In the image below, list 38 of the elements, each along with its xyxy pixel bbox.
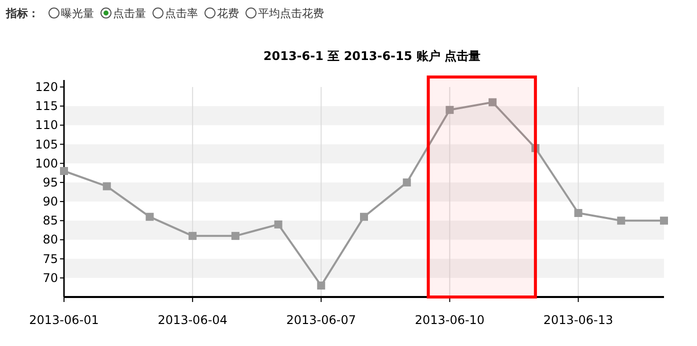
y-tick-label: 110 xyxy=(35,118,58,132)
x-tick-label: 2013-06-13 xyxy=(543,313,614,327)
point xyxy=(317,282,326,290)
chart-title: 2013-6-1 至 2013-6-15 账户 点击量 xyxy=(263,49,481,63)
point xyxy=(231,232,240,240)
point xyxy=(660,216,668,225)
y-tick-label: 90 xyxy=(42,194,58,209)
point xyxy=(402,178,411,186)
y-tick-label: 75 xyxy=(42,252,58,266)
point xyxy=(446,106,454,114)
point xyxy=(574,209,582,217)
point xyxy=(617,216,626,225)
x-tick-label: 2013-06-07 xyxy=(286,313,356,327)
text: 指标： xyxy=(5,7,39,20)
x-tick-label: 2013-06-10 xyxy=(414,313,485,327)
y-tick-label: 70 xyxy=(42,270,58,285)
point xyxy=(60,167,68,175)
point xyxy=(102,182,111,190)
text: 平均点击花费 xyxy=(258,7,324,20)
point xyxy=(274,220,282,228)
point xyxy=(188,232,197,240)
point xyxy=(531,144,540,152)
point xyxy=(360,212,368,221)
text: 曝光量 xyxy=(61,7,94,20)
x-tick-label: 2013-06-01 xyxy=(29,313,99,327)
y-tick-label: 105 xyxy=(35,137,58,152)
y-tick-label: 95 xyxy=(42,175,58,190)
point xyxy=(146,212,154,221)
y-tick-label: 120 xyxy=(35,80,58,94)
text: 花费 xyxy=(217,7,239,20)
y-tick-label: 80 xyxy=(42,232,58,247)
text: 点击率 xyxy=(165,7,198,20)
y-tick-label: 100 xyxy=(35,156,58,170)
text: 点击量 xyxy=(113,7,146,20)
y-tick-label: 115 xyxy=(35,99,58,114)
y-tick-label: 85 xyxy=(42,214,58,228)
x-tick-label: 2013-06-04 xyxy=(158,313,228,327)
point xyxy=(488,98,497,106)
